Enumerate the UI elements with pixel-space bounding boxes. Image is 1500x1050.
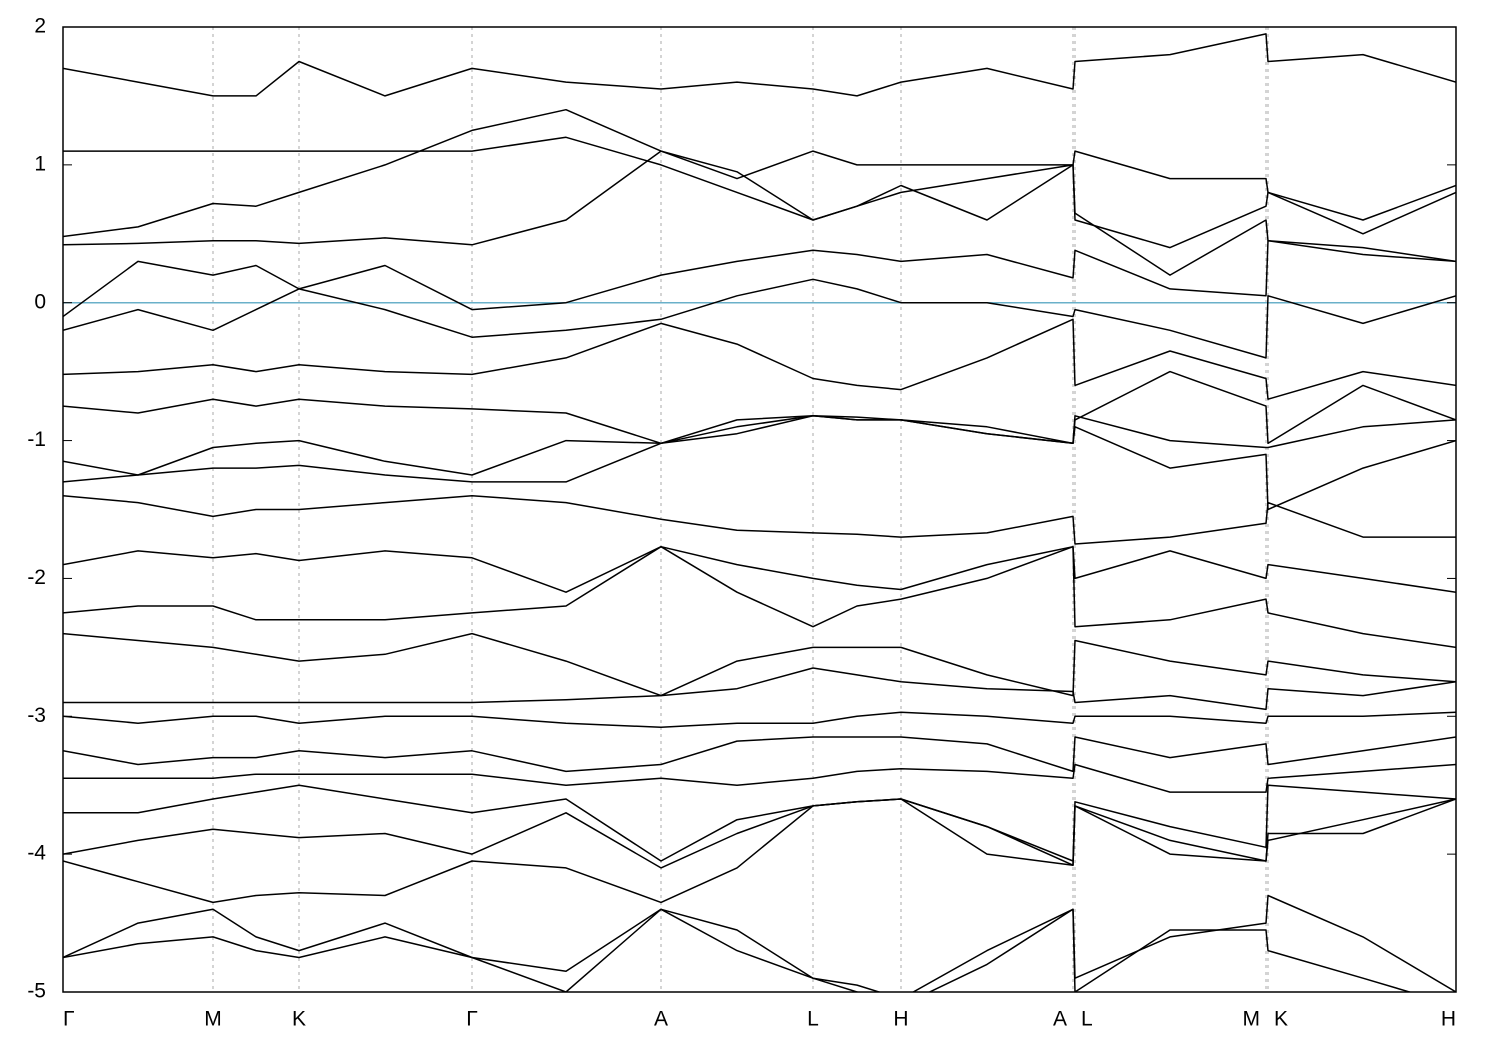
x-tick-label: K — [1274, 1008, 1288, 1031]
band — [63, 667, 1456, 711]
band — [63, 150, 1456, 276]
y-tick-label: -4 — [27, 842, 46, 865]
band — [63, 415, 1456, 511]
band — [63, 494, 1456, 545]
y-tick-label: 1 — [34, 152, 46, 175]
band — [63, 415, 1456, 476]
band — [63, 908, 1413, 992]
x-tick-label: Γ — [466, 1008, 478, 1031]
band — [63, 545, 1456, 649]
band — [63, 33, 1456, 97]
y-tick-label: -1 — [27, 428, 46, 451]
band — [63, 318, 1456, 400]
band — [63, 763, 1456, 793]
band — [63, 798, 1456, 904]
band — [63, 370, 1456, 445]
band — [63, 136, 1456, 221]
x-tick-label: L — [807, 1008, 819, 1031]
y-tick-label: -3 — [27, 704, 46, 727]
x-tick-label: Γ — [63, 1008, 75, 1031]
x-tick-label: A — [1053, 1008, 1067, 1031]
band — [63, 736, 1456, 773]
band — [63, 239, 1456, 318]
band — [63, 108, 1456, 249]
band — [63, 894, 1456, 992]
band — [63, 545, 1456, 593]
bands — [63, 33, 1456, 992]
x-tick-label: L — [1081, 1008, 1093, 1031]
band — [63, 711, 1456, 729]
y-tick-label: -5 — [27, 980, 46, 1003]
y-tick-label: 0 — [34, 290, 46, 313]
band — [63, 632, 1456, 697]
y-tick-label: 2 — [34, 15, 46, 38]
plot-frame — [62, 26, 1457, 993]
x-tick-label: A — [654, 1008, 668, 1031]
band — [63, 278, 1456, 359]
x-tick-label: K — [292, 1008, 306, 1031]
y-tick-label: -2 — [27, 566, 46, 589]
x-tick-label: M — [204, 1008, 222, 1031]
band — [63, 798, 1456, 869]
x-tick-label: M — [1243, 1008, 1261, 1031]
x-tick-label: H — [1441, 1008, 1456, 1031]
x-tick-label: H — [893, 1008, 908, 1031]
